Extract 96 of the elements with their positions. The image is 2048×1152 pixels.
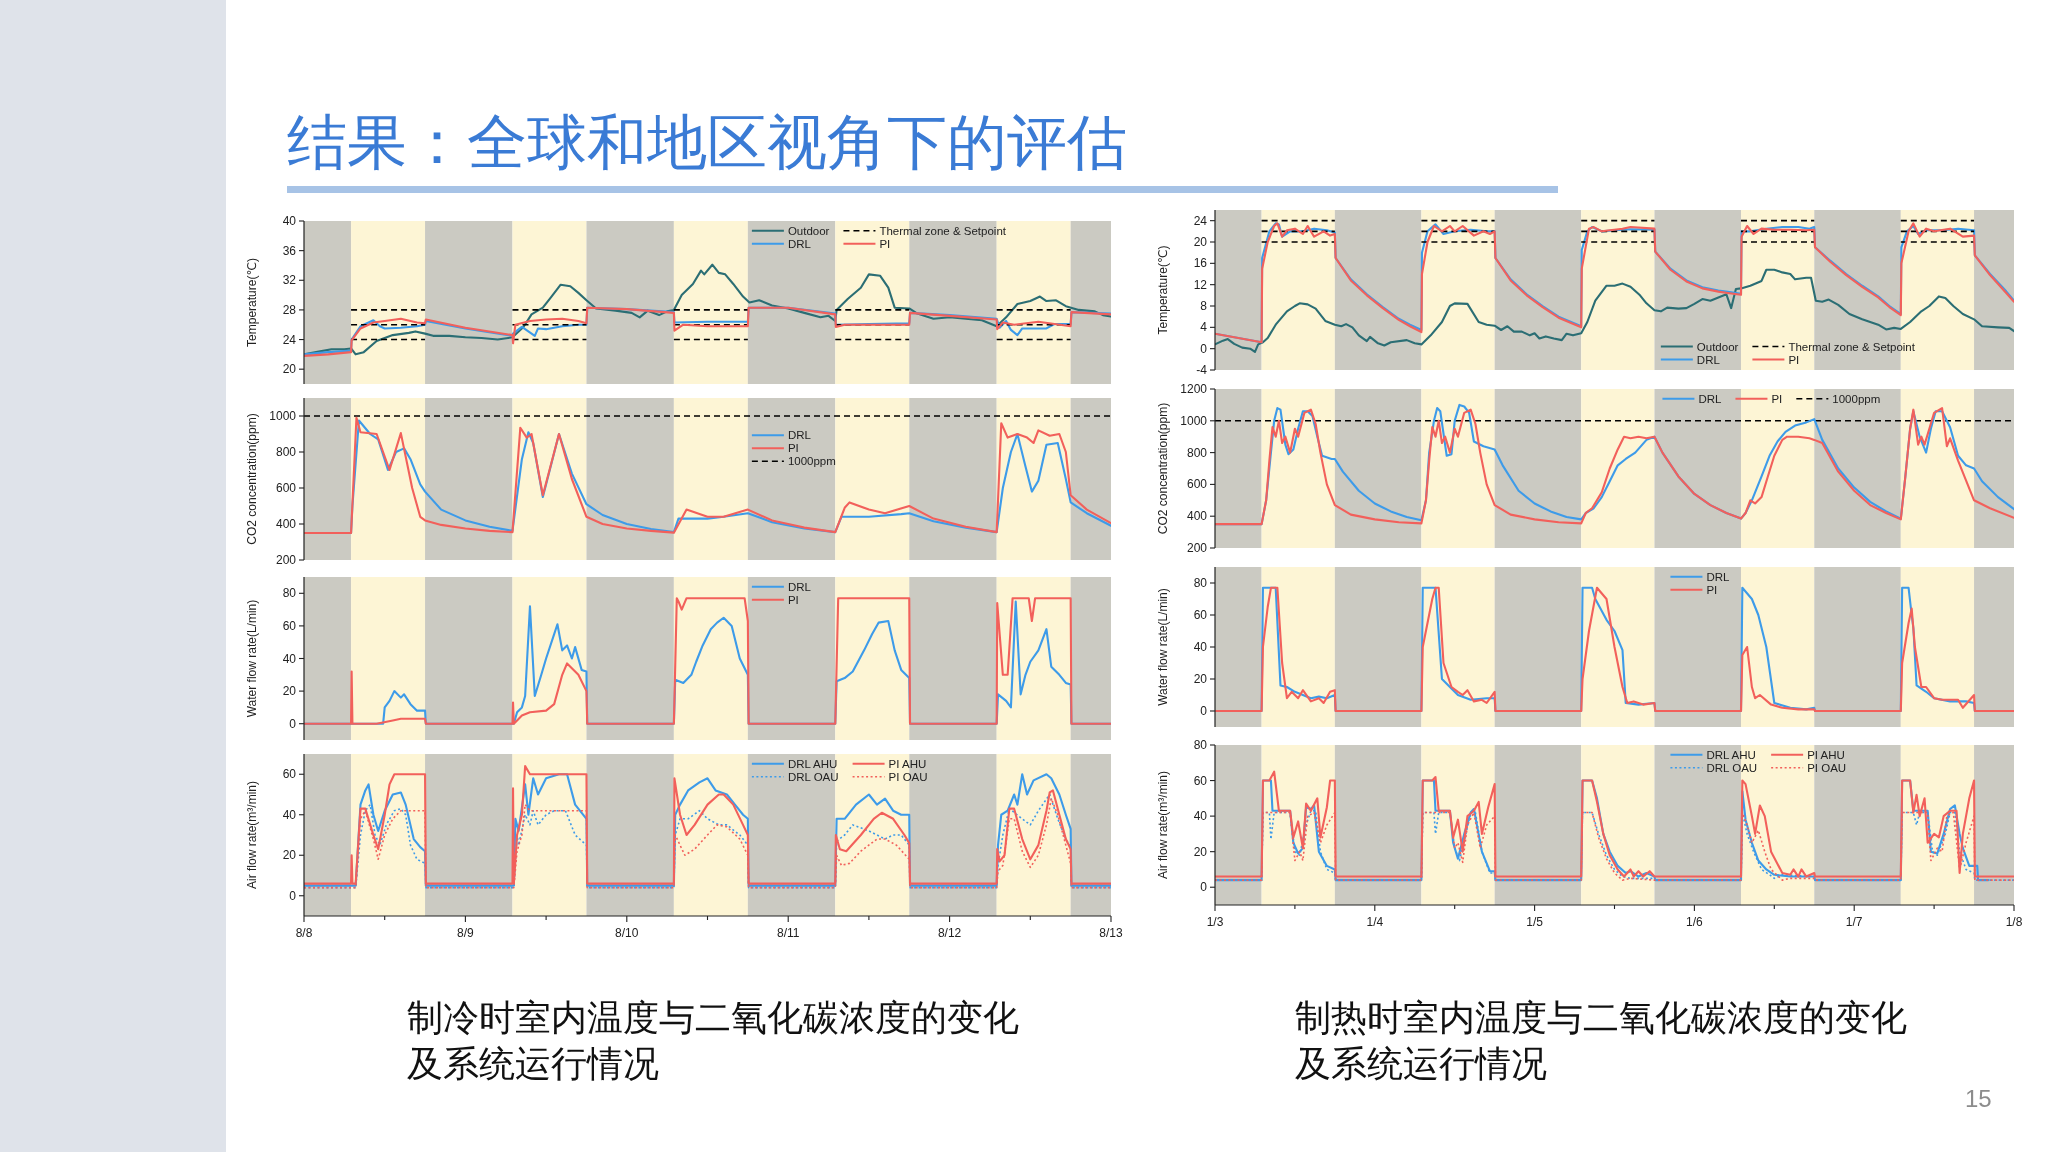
x-tick-label: 8/9 (457, 926, 474, 940)
annotation: 制冷时室内温度与二氧化碳浓度的变化 (407, 997, 1019, 1038)
y-tick-label: 20 (282, 848, 296, 863)
y-axis-title: Air flow rate(m³/min) (245, 781, 259, 889)
y-tick-label: 8 (1200, 299, 1207, 313)
y-tick-label: 40 (282, 807, 296, 822)
y-tick-label: 20 (1193, 235, 1207, 249)
y-tick-label: 20 (282, 362, 296, 377)
legend-label: PI (1706, 583, 1718, 596)
legend-label: DRL AHU (1706, 748, 1756, 761)
y-tick-label: 40 (282, 651, 296, 666)
y-tick-label: 60 (282, 618, 296, 633)
legend-label: PI (1771, 392, 1783, 405)
title: 结果：全球和地区视角下的评估 (287, 109, 1127, 176)
y-tick-label: 20 (282, 684, 296, 699)
legend-label: PI OAU (1807, 761, 1847, 774)
y-tick-label: 20 (1193, 672, 1207, 686)
y-tick-label: 40 (1193, 640, 1207, 654)
x-tick-label: 8/13 (1099, 926, 1123, 940)
x-tick-label: 1/3 (1206, 915, 1224, 929)
x-tick-label: 1/7 (1845, 915, 1863, 929)
x-tick-label: 8/8 (295, 926, 313, 940)
y-tick-label: 28 (282, 302, 296, 317)
legend-label: PI (879, 237, 891, 250)
y-tick-label: 800 (275, 445, 296, 459)
y-tick-label: 4 (1200, 320, 1207, 335)
y-axis-title: Temperature(℃) (245, 258, 259, 347)
annotation: 及系统运行情况 (1295, 1043, 1547, 1084)
y-tick-label: 0 (1200, 880, 1207, 895)
y-tick-label: 36 (282, 243, 296, 258)
x-tick-label: 1/4 (1366, 915, 1384, 929)
y-tick-label: 60 (1193, 608, 1207, 622)
x-tick-label: 1/8 (2005, 915, 2023, 929)
y-tick-label: 80 (282, 586, 296, 601)
y-tick-label: 0 (289, 888, 296, 903)
y-tick-label: 20 (1193, 844, 1207, 859)
legend-label: Thermal zone & Setpoint (1788, 340, 1915, 353)
legend-label: PI AHU (888, 757, 927, 770)
y-tick-label: 80 (1193, 576, 1207, 590)
annotation: 15 (1965, 1085, 1992, 1112)
y-axis-title: Temperature(℃) (1156, 245, 1170, 335)
legend-label: PI AHU (1807, 748, 1845, 761)
legend-label: 1000ppm (1832, 392, 1881, 405)
x-tick-label: 1/5 (1526, 915, 1543, 929)
legend-label: DRL (1706, 570, 1730, 583)
legend-label: PI OAU (888, 770, 928, 783)
legend-label: Outdoor (787, 224, 830, 237)
y-tick-label: 600 (1186, 477, 1207, 492)
legend-label: Thermal zone & Setpoint (879, 224, 1007, 237)
y-tick-label: 40 (1193, 809, 1207, 824)
x-tick-label: 8/11 (776, 926, 800, 940)
legend-label: PI (787, 442, 799, 455)
y-tick-label: 0 (1200, 704, 1207, 718)
y-tick-label: 60 (282, 767, 296, 782)
x-tick-label: 8/10 (615, 926, 639, 940)
y-axis-title: CO2 concentration(ppm) (1156, 402, 1170, 535)
y-axis-title: Water flow rate(L/min) (245, 599, 259, 718)
y-tick-label: 40 (282, 214, 296, 228)
legend-label: DRL (787, 237, 811, 250)
y-tick-label: 24 (1193, 213, 1207, 228)
y-axis-title: Water flow rate(L/min) (1156, 588, 1170, 706)
legend-label: DRL (787, 580, 811, 593)
y-tick-label: 32 (282, 273, 296, 288)
legend-label: Outdoor (1696, 340, 1739, 353)
y-tick-label: 1200 (1180, 382, 1207, 396)
y-tick-label: 400 (1186, 509, 1207, 524)
y-tick-label: 800 (1186, 445, 1207, 460)
legend-label: DRL (787, 429, 811, 442)
y-tick-label: 80 (1193, 738, 1207, 752)
legend-label: DRL (1696, 353, 1720, 366)
y-tick-label: 0 (289, 716, 296, 731)
y-tick-label: 0 (1200, 341, 1207, 356)
legend-label: PI (1788, 353, 1800, 366)
legend-label: DRL OAU (787, 770, 839, 783)
legend-label: 1000ppm (787, 455, 836, 468)
legend-label: DRL (1698, 392, 1722, 405)
x-tick-label: 1/6 (1686, 915, 1703, 929)
legend-label: DRL AHU (787, 757, 838, 770)
y-tick-label: 24 (282, 332, 296, 347)
legend-label: PI (787, 593, 799, 606)
y-tick-label: 1000 (1180, 413, 1207, 428)
annotation: 制热时室内温度与二氧化碳浓度的变化 (1295, 997, 1907, 1038)
y-tick-label: 1000 (269, 409, 296, 423)
annotation: 及系统运行情况 (407, 1043, 659, 1084)
y-tick-label: 400 (275, 517, 296, 531)
y-tick-label: 12 (1193, 277, 1207, 292)
y-tick-label: 60 (1193, 773, 1207, 788)
y-tick-label: 200 (1186, 541, 1207, 555)
y-tick-label: 600 (275, 481, 296, 495)
y-axis-title: Air flow rate(m³/min) (1156, 771, 1170, 879)
x-tick-label: 8/12 (937, 926, 962, 940)
y-tick-label: -4 (1196, 363, 1207, 377)
y-tick-label: 16 (1193, 256, 1207, 271)
legend-label: DRL OAU (1706, 761, 1758, 774)
y-tick-label: 200 (275, 553, 296, 567)
y-axis-title: CO2 concentration(ppm) (245, 413, 259, 545)
